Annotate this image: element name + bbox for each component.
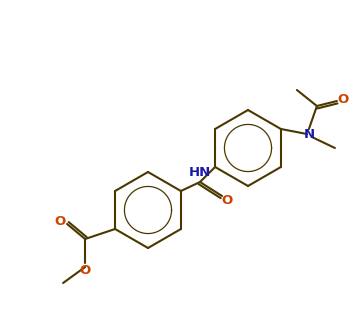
Text: O: O [80, 264, 91, 277]
Text: N: N [303, 127, 315, 140]
Text: O: O [54, 214, 66, 227]
Text: O: O [222, 194, 233, 207]
Text: O: O [337, 93, 349, 106]
Text: HN: HN [188, 166, 211, 179]
